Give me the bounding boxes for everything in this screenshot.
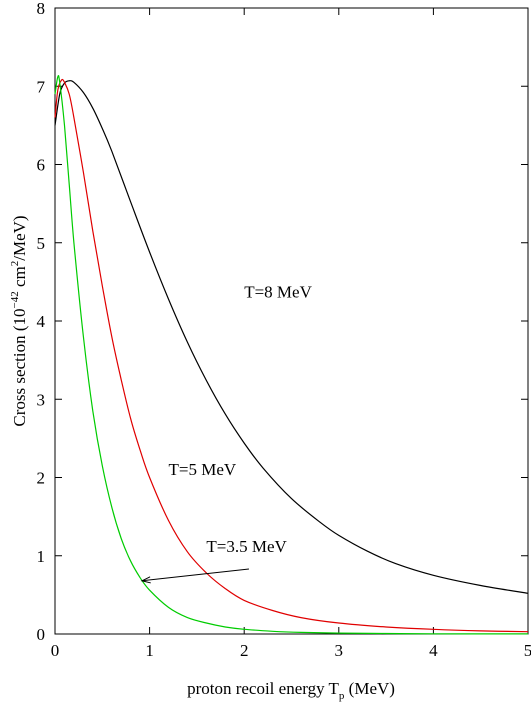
annotation-label: T=8 MeV	[244, 283, 312, 302]
annotation-label: T=3.5 MeV	[206, 537, 287, 556]
annotation-arrow	[142, 569, 249, 581]
x-tick-label: 1	[145, 641, 154, 660]
x-tick-label: 5	[524, 641, 531, 660]
y-tick-label: 7	[37, 77, 46, 96]
y-tick-label: 2	[37, 469, 46, 488]
y-axis-label: Cross section (10−42 cm2/MeV)	[9, 215, 29, 426]
y-tick-label: 1	[37, 547, 46, 566]
series-line-2	[55, 76, 528, 634]
annotation-label: T=5 MeV	[169, 460, 237, 479]
y-tick-label: 8	[37, 0, 46, 18]
plot-frame	[55, 8, 528, 634]
series-line-0	[55, 81, 528, 594]
x-axis-label: proton recoil energy Tp (MeV)	[187, 679, 395, 702]
x-tick-label: 0	[51, 641, 60, 660]
series-line-1	[55, 79, 528, 631]
series-lines	[55, 76, 528, 634]
annotations: T=8 MeV T=5 MeV T=3.5 MeV	[142, 283, 313, 583]
y-tick-label: 4	[37, 312, 46, 331]
y-tick-label: 3	[37, 390, 46, 409]
x-tick-label: 4	[429, 641, 438, 660]
y-tick-label: 0	[37, 625, 46, 644]
y-tick-label: 6	[37, 156, 46, 175]
y-tick-label: 5	[37, 234, 46, 253]
x-tick-label: 3	[335, 641, 344, 660]
x-tick-label: 2	[240, 641, 249, 660]
